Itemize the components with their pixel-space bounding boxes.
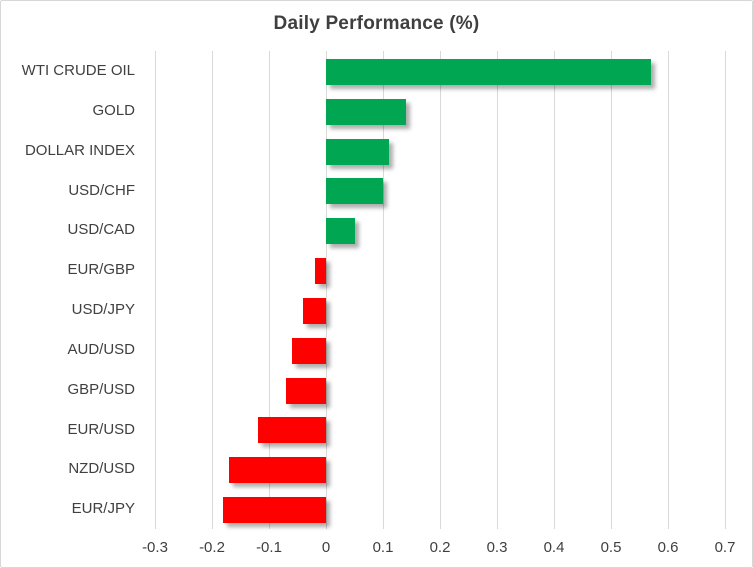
category-label: USD/JPY	[71, 301, 135, 318]
x-tick-label: 0.2	[429, 539, 451, 556]
gridline	[553, 51, 555, 529]
x-tick-label: 0.3	[486, 539, 508, 556]
chart-title: Daily Performance (%)	[273, 13, 480, 34]
bar	[223, 497, 326, 524]
category-label: EUR/GBP	[67, 261, 135, 279]
category-label: GBP/USD	[67, 380, 135, 398]
bar	[286, 377, 326, 404]
category-label: USD/CHF	[68, 181, 135, 199]
category-label: EUR/JPY	[71, 500, 135, 518]
category-label: AUD/USD	[67, 340, 135, 358]
gridline	[211, 51, 213, 529]
bar	[314, 258, 326, 285]
category-axis: WTI CRUDE OIL GOLD DOLLAR INDEX USD/CHF USD/…	[1, 51, 135, 529]
category-label: EUR/USD	[67, 420, 135, 438]
bar	[326, 178, 383, 205]
gridline	[724, 51, 726, 529]
gridline	[268, 51, 270, 529]
gridline	[325, 51, 327, 529]
gridline	[610, 51, 612, 529]
category-label: GOLD	[92, 101, 135, 119]
x-tick-label: 0	[321, 539, 331, 556]
gridline	[154, 51, 156, 529]
bar	[326, 98, 406, 125]
bar	[326, 58, 651, 85]
bar	[326, 138, 389, 165]
category-label: DOLLAR INDEX	[24, 141, 135, 159]
x-tick-label: -0.3	[142, 539, 168, 556]
x-tick-label: 0.4	[543, 539, 565, 556]
x-tick-label: 0.6	[657, 539, 679, 556]
gridline	[496, 51, 498, 529]
category-label: WTI CRUDE OIL	[21, 62, 135, 79]
value-axis: -0.3 -0.2 -0.1 0 0.1 0.2 0.3 0.4 0.5 0.6 0.7	[1, 539, 752, 559]
gridline	[382, 51, 384, 529]
bar	[229, 457, 326, 484]
category-label: NZD/USD	[68, 460, 135, 478]
x-tick-label: 0.7	[714, 539, 736, 556]
gridline	[439, 51, 441, 529]
bar	[303, 297, 326, 324]
bar	[291, 337, 326, 364]
category-label: USD/CAD	[67, 221, 135, 239]
x-tick-label: 0.1	[372, 539, 394, 556]
x-tick-label: -0.1	[256, 539, 282, 556]
gridline	[667, 51, 669, 529]
x-tick-label: 0.5	[600, 539, 622, 556]
plot-area	[154, 51, 726, 529]
bar	[326, 218, 355, 245]
x-tick-label: -0.2	[199, 539, 225, 556]
bar	[257, 417, 326, 444]
